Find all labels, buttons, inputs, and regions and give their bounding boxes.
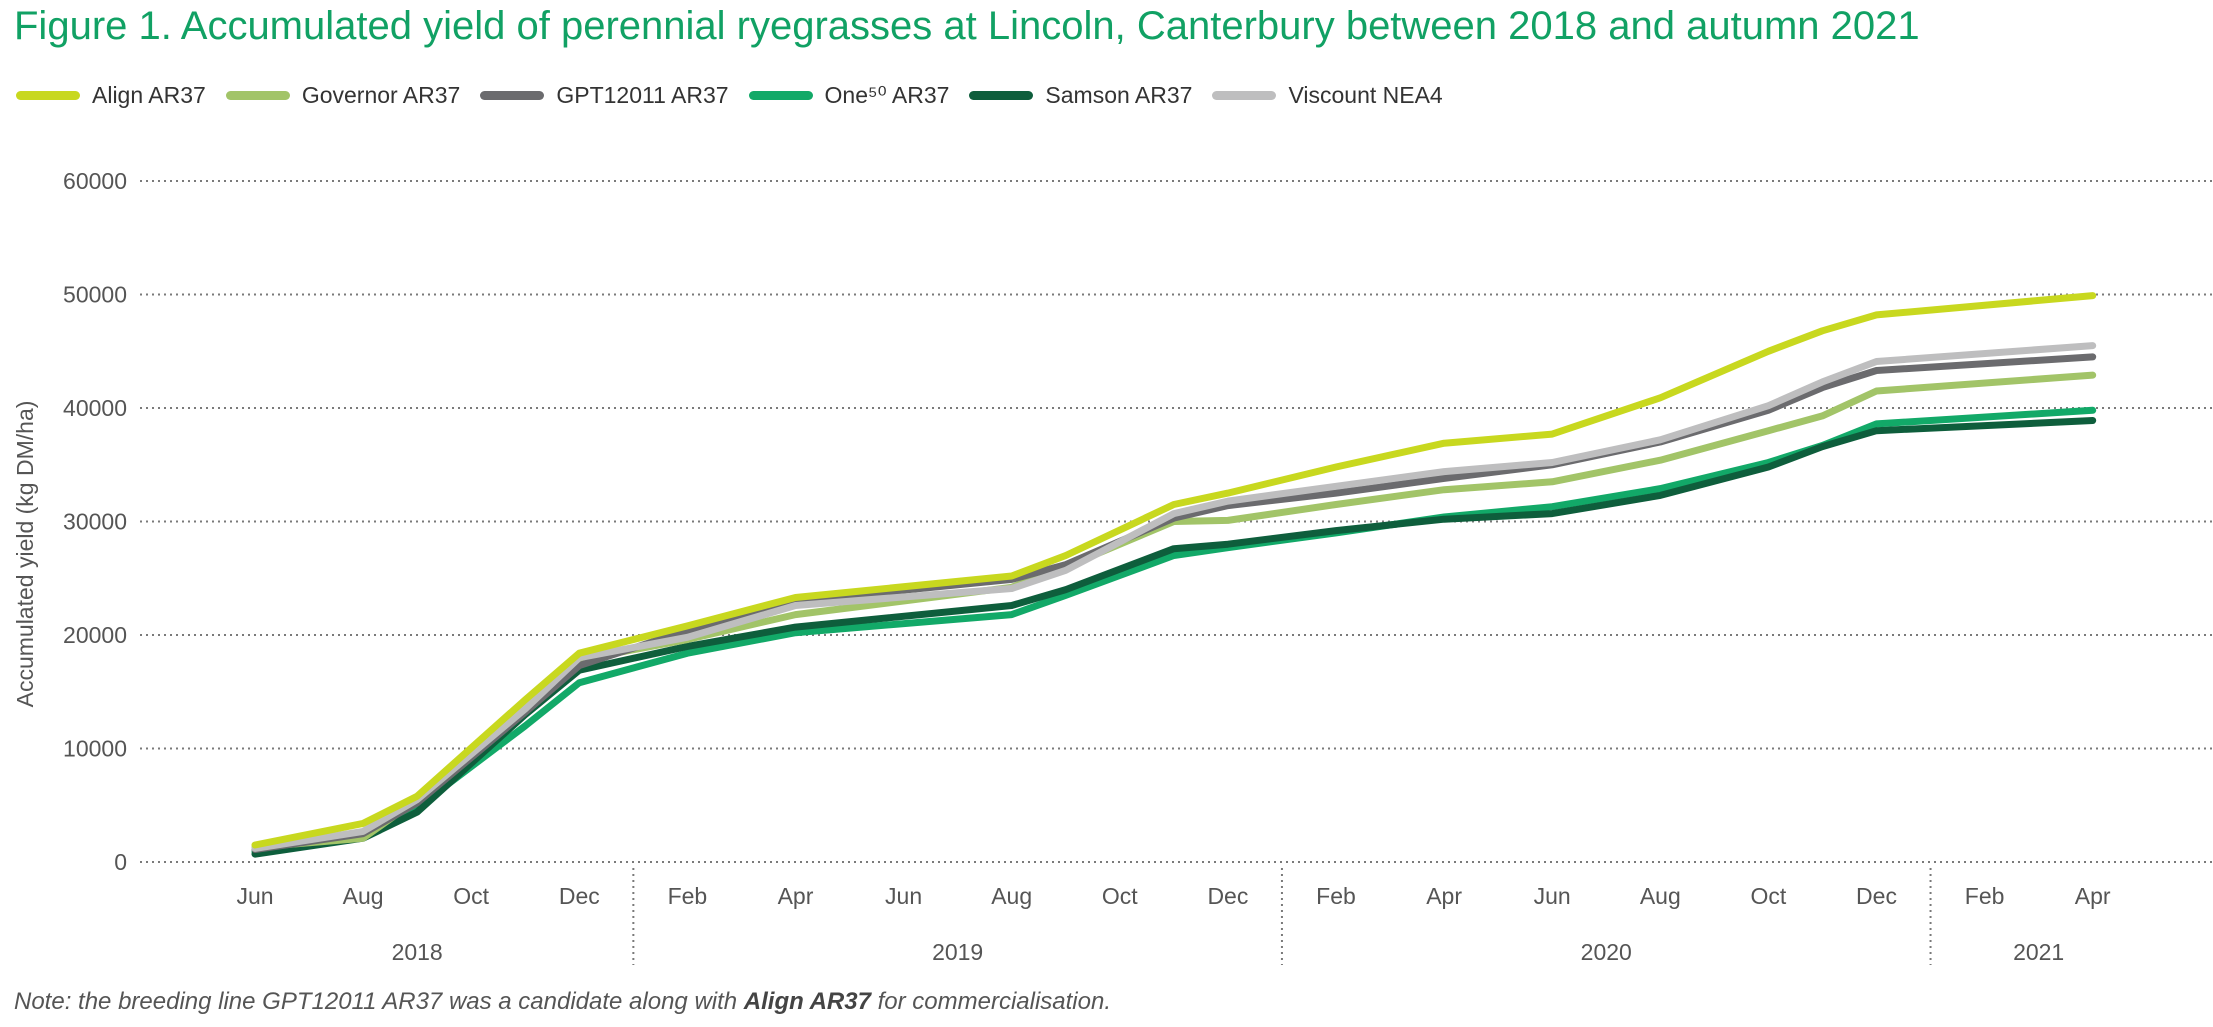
x-tick-label: Jun	[236, 883, 273, 909]
legend-label: GPT12011 AR37	[556, 82, 729, 108]
y-tick-label: 0	[114, 849, 127, 875]
footnote-text-end: for commercialisation.	[870, 988, 1111, 1015]
legend-item: Governor AR37	[225, 82, 461, 109]
y-tick-label: 60000	[63, 168, 127, 194]
legend-swatch	[225, 91, 290, 100]
x-tick-label: Aug	[991, 883, 1032, 909]
y-tick-label: 20000	[63, 622, 127, 648]
year-label: 2018	[392, 939, 443, 965]
series-line-gpt12011-ar37	[251, 353, 2097, 853]
year-label: 2019	[932, 939, 983, 965]
chart-legend: Align AR37 Governor AR37 GPT12011 AR37 One⁵…	[16, 82, 1463, 109]
year-label: 2020	[1581, 939, 1632, 965]
legend-item: One⁵⁰ AR37	[748, 82, 950, 109]
x-tick-label: Aug	[1640, 883, 1681, 909]
x-tick-label: Jun	[885, 883, 922, 909]
footnote: Note: the breeding line GPT12011 AR37 wa…	[14, 988, 1111, 1016]
y-tick-label: 30000	[63, 509, 127, 535]
x-tick-label: Apr	[2075, 883, 2111, 909]
legend-item: Samson AR37	[969, 82, 1192, 109]
series-line-viscount-nea4	[251, 342, 2097, 852]
x-tick-label: Dec	[1856, 883, 1897, 909]
legend-item: Viscount NEA4	[1212, 82, 1443, 109]
series-line-one-ar37	[251, 406, 2097, 856]
legend-swatch	[1212, 91, 1277, 100]
series-line-align-ar37	[251, 292, 2097, 849]
y-axis-label: Accumulated yield (kg DM/ha)	[12, 401, 38, 708]
x-tick-label: Apr	[778, 883, 814, 909]
x-tick-label: Feb	[1316, 883, 1356, 909]
y-tick-label: 40000	[63, 395, 127, 421]
x-tick-label: Jun	[1534, 883, 1571, 909]
legend-swatch	[480, 91, 545, 100]
footnote-text: Note: the breeding line GPT12011 AR37 wa…	[14, 988, 744, 1015]
chart-area: Accumulated yield (kg DM/ha) 0 10000 20000…	[12, 168, 2213, 965]
x-tick-label: Dec	[559, 883, 600, 909]
x-tick-label: Feb	[1965, 883, 2005, 909]
x-tick-label: Oct	[1751, 883, 1787, 909]
y-tick-label: 50000	[63, 282, 127, 308]
legend-label: Viscount NEA4	[1288, 82, 1443, 108]
legend-label: One⁵⁰ AR37	[824, 82, 950, 108]
legend-label: Governor AR37	[301, 82, 461, 108]
legend-swatch	[16, 91, 80, 100]
x-tick-label: Apr	[1426, 883, 1462, 909]
legend-item: GPT12011 AR37	[480, 82, 729, 109]
year-label: 2021	[2013, 939, 2064, 965]
x-tick-label: Feb	[668, 883, 708, 909]
x-tick-label: Oct	[453, 883, 489, 909]
x-tick-label: Oct	[1102, 883, 1138, 909]
series-line-samson-ar37	[251, 417, 2097, 858]
legend-item: Align AR37	[16, 82, 206, 109]
legend-label: Align AR37	[92, 82, 206, 108]
legend-swatch	[748, 91, 813, 100]
legend-label: Samson AR37	[1045, 82, 1193, 108]
legend-swatch	[969, 91, 1034, 100]
chart-title: Figure 1. Accumulated yield of perennial…	[14, 4, 1920, 48]
y-tick-label: 10000	[63, 736, 127, 762]
footnote-bold: Align AR37	[743, 988, 871, 1015]
x-tick-label: Dec	[1207, 883, 1248, 909]
x-tick-label: Aug	[343, 883, 384, 909]
